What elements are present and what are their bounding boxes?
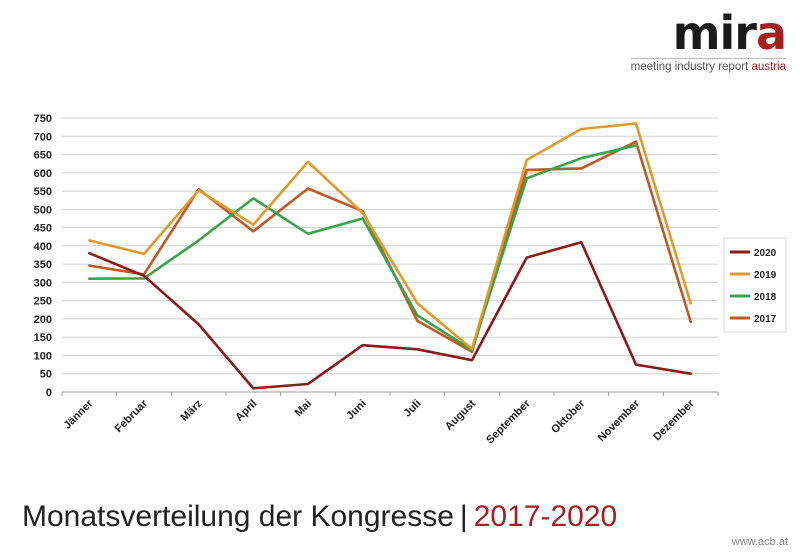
x-tick-label: Juli [402,398,424,420]
x-tick-label: August [443,397,479,433]
logo-tagline: meeting industry report austria [630,58,786,73]
logo-tagline-accent: austria [751,61,786,73]
y-tick-label: 50 [40,369,52,381]
x-tick-label: Oktober [549,397,588,436]
series-line-2018 [88,144,638,352]
grid-layer [62,117,718,393]
y-tick-label: 500 [34,204,52,216]
y-tick-label: 400 [34,241,52,253]
series-line-2019 [88,122,693,351]
y-tick-label: 600 [34,168,52,180]
y-tick-label: 200 [34,314,52,326]
y-tick-label: 150 [34,332,52,344]
x-tick-label: Februar [113,397,151,435]
source-url: www.acb.at [731,536,788,548]
title-separator: | [459,500,468,533]
y-tick-label: 550 [34,186,52,198]
y-tick-label: 300 [34,277,52,289]
x-tick-label: Mai [293,398,314,419]
y-tick-label: 650 [34,150,52,162]
y-axis: 0 50 100 150 200 250 300 350 400 450 500 550 600 650 7… [34,113,52,399]
y-tick-label: 0 [46,387,52,399]
x-tick-label: Juni [344,398,368,422]
line-chart: 0 50 100 150 200 250 300 350 400 450 500 550 600 650 7… [34,113,787,446]
x-tick-label: April [233,398,259,424]
logo-wordmark: mira [631,10,787,56]
y-tick-label: 700 [34,131,52,143]
title-main: Monatsverteilung der Kongresse [22,500,454,533]
legend-label: 2020 [754,248,777,259]
logo-a: a [755,6,787,60]
y-tick-label: 100 [34,350,52,362]
x-tick-label: Dezember [651,397,697,443]
legend-label: 2017 [754,314,777,325]
mira-logo: mira meeting industry report austria [630,10,787,73]
chart-title: Monatsverteilung der Kongresse | 2017-2020 [22,500,617,534]
y-tick-label: 250 [34,296,52,308]
x-tick-label: Jänner [61,397,96,432]
title-years: 2017-2020 [473,500,618,533]
legend: 2020 2019 2018 2017 [723,237,787,333]
y-tick-label: 350 [34,259,52,271]
series-line-2020 [88,240,693,390]
y-tick-label: 450 [34,223,52,235]
logo-tagline-main: meeting industry report [630,61,749,73]
legend-label: 2018 [754,292,777,303]
x-tick-label: September [484,397,533,446]
y-tick-label: 750 [34,113,52,125]
x-tick-label: März [179,397,206,424]
logo-mir: mir [672,6,757,60]
series-layer [88,122,693,390]
x-tick-label: November [596,397,643,444]
legend-box [723,237,787,333]
x-axis: Jänner Februar März April Mai Juni Juli August S… [61,392,719,446]
legend-label: 2019 [754,270,777,281]
